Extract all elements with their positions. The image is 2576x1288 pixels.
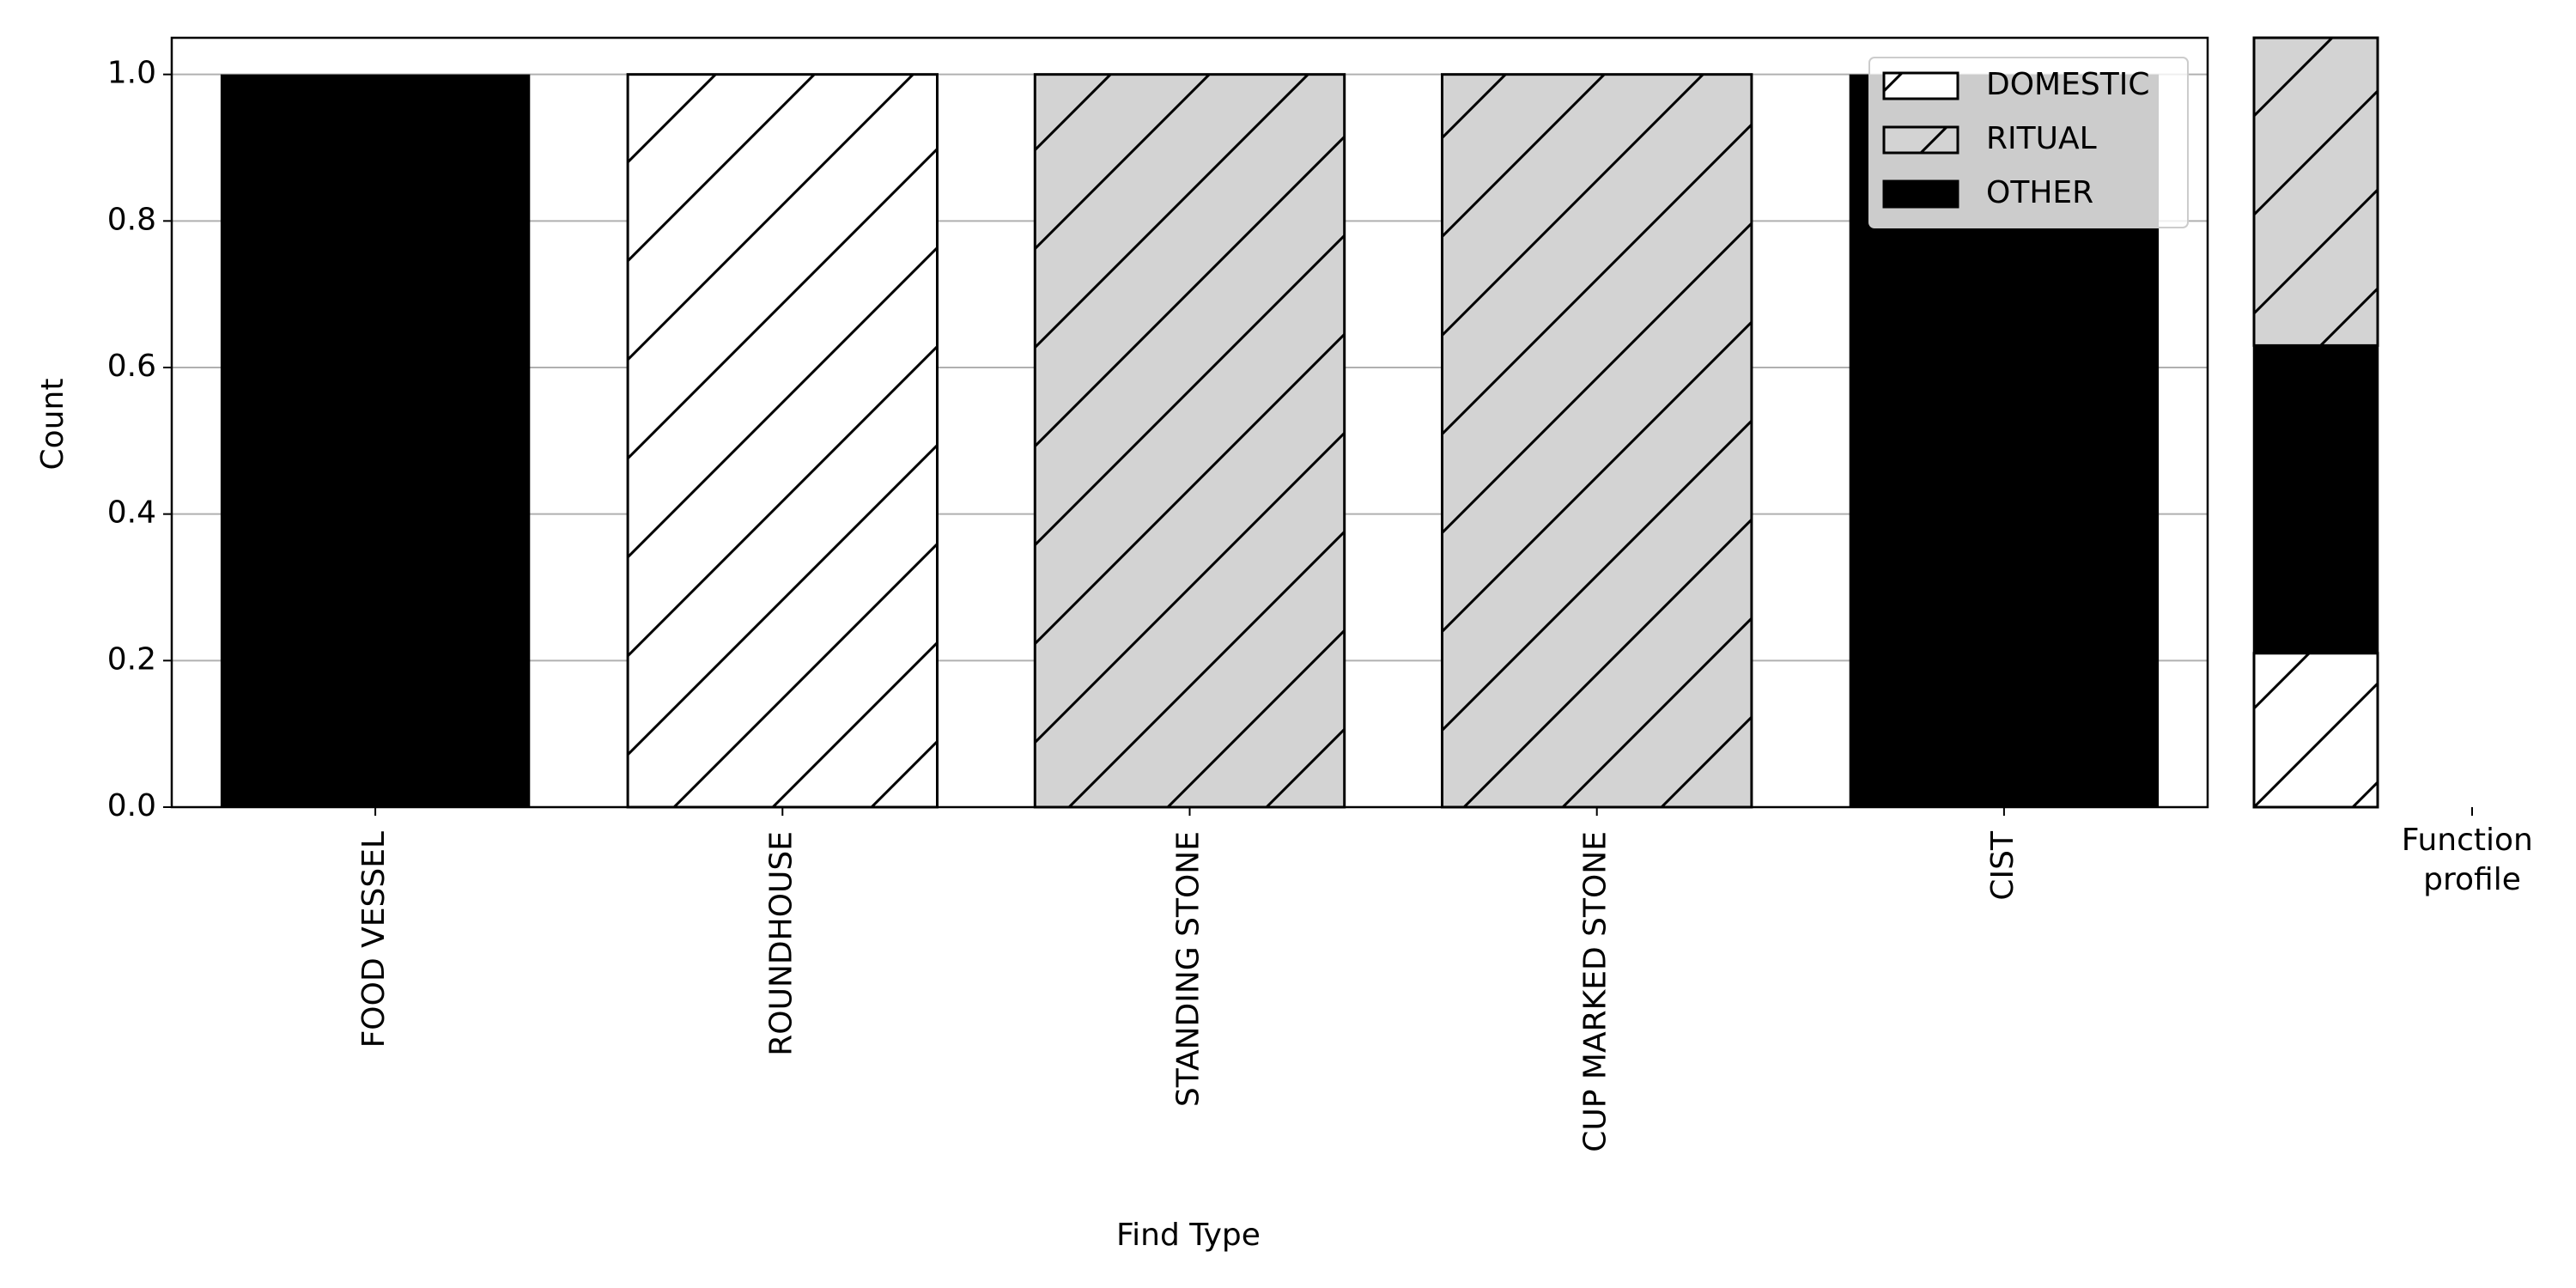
bar-segment [2252, 36, 2379, 347]
legend-swatch [1882, 179, 1959, 209]
bar-segment [1441, 73, 1753, 809]
x-tick-label: FOOD VESSEL [356, 831, 392, 1048]
y-tick-label: 0.0 [107, 788, 156, 823]
x-tick-label: ROUNDHOUSE [763, 831, 799, 1056]
legend: DOMESTIC RITUAL OTHER [1868, 57, 2189, 228]
y-tick-label: 0.4 [107, 495, 156, 531]
axes-frame [2252, 36, 2379, 809]
bar-segment [1033, 73, 1346, 809]
bar-segment [2254, 345, 2378, 653]
legend-label: RITUAL [1986, 121, 2097, 156]
x-tick-label: Function profile [2402, 823, 2543, 897]
legend-label: DOMESTIC [1986, 67, 2149, 102]
legend-label: OTHER [1986, 175, 2093, 210]
y-tick-label: 0.6 [107, 349, 156, 384]
x-tick-label: CIST [1985, 830, 2020, 901]
x-tick-label: CUP MARKED STONE [1578, 831, 1613, 1152]
bar-segment [220, 74, 531, 807]
y-tick-label: 1.0 [107, 56, 156, 91]
x-tick-label: STANDING STONE [1171, 831, 1206, 1107]
x-axis-label: Find Type [1116, 1218, 1261, 1253]
y-axis-label: Count [35, 379, 70, 471]
legend-swatch [1882, 71, 1959, 100]
bar-segment [2252, 652, 2379, 809]
axes-frame [170, 36, 2209, 809]
y-tick-label: 0.2 [107, 641, 156, 677]
legend-swatch [1882, 125, 1959, 155]
y-tick-label: 0.8 [107, 202, 156, 237]
bar-segment [626, 73, 939, 809]
